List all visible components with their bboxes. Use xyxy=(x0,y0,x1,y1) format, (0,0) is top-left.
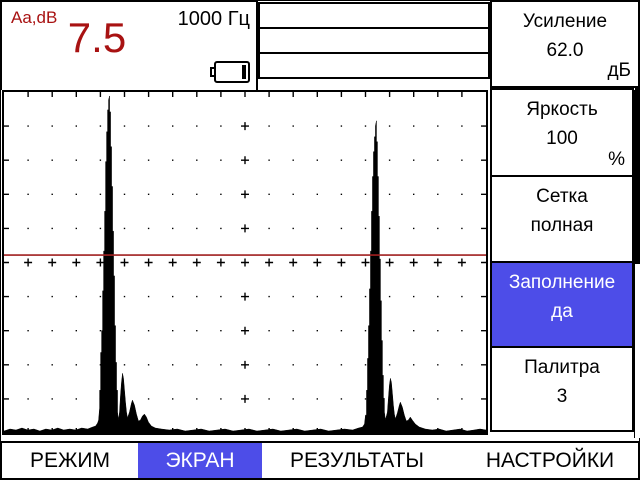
param-value: 62.0 xyxy=(546,40,584,61)
param-label: Усиление xyxy=(522,11,608,32)
param-unit: дБ xyxy=(607,60,631,81)
tab-nastroyki[interactable]: НАСТРОЙКИ xyxy=(485,449,615,472)
param-label: Яркость xyxy=(526,99,598,120)
side-panel: Усиление 62.0 дБ Яркость 100 % Сетка пол… xyxy=(490,0,640,440)
battery-low-icon xyxy=(210,61,250,83)
top-bar: Aa,dB 7.5 1000 Гц xyxy=(0,0,490,90)
measurement-panel: Aa,dB 7.5 1000 Гц xyxy=(0,0,258,90)
scrollbar-thumb[interactable] xyxy=(635,88,640,264)
info-box xyxy=(258,2,490,29)
tab-rezultaty[interactable]: РЕЗУЛЬТАТЫ xyxy=(289,449,425,472)
info-box xyxy=(258,27,490,54)
param-value: 3 xyxy=(556,386,568,407)
param-grid[interactable]: Сетка полная xyxy=(490,175,634,263)
param-label: Сетка xyxy=(536,186,588,207)
ascan-plot xyxy=(2,90,488,435)
param-label: Палитра xyxy=(524,357,600,378)
battery-charge-level xyxy=(242,65,246,79)
param-fill[interactable]: Заполнение да xyxy=(490,261,634,348)
info-box-column xyxy=(258,2,490,79)
param-value: да xyxy=(551,301,573,322)
tab-rezhim[interactable]: РЕЖИМ xyxy=(30,449,110,472)
bottom-menu: РЕЖИМ ЭКРАН РЕЗУЛЬТАТЫ НАСТРОЙКИ xyxy=(0,441,640,480)
measurement-mode-label: Aa,dB xyxy=(11,8,58,27)
side-menu-scrollbar[interactable] xyxy=(634,88,640,438)
param-value: полная xyxy=(530,215,594,236)
battery-terminal xyxy=(210,67,215,77)
measurement-value: 7.5 xyxy=(67,14,127,61)
side-menu: Яркость 100 % Сетка полная Заполнение да… xyxy=(490,88,634,432)
param-gain[interactable]: Усиление 62.0 дБ xyxy=(490,0,640,88)
param-palette[interactable]: Палитра 3 xyxy=(490,346,634,432)
ascan-waveform xyxy=(4,92,486,433)
param-brightness[interactable]: Яркость 100 % xyxy=(490,88,634,177)
tab-ekran[interactable]: ЭКРАН xyxy=(138,443,262,478)
param-unit: % xyxy=(608,149,625,170)
param-value: 100 xyxy=(546,128,578,149)
info-box xyxy=(258,52,490,79)
frequency-value: 1000 Гц xyxy=(177,8,250,30)
param-label: Заполнение xyxy=(508,272,616,293)
